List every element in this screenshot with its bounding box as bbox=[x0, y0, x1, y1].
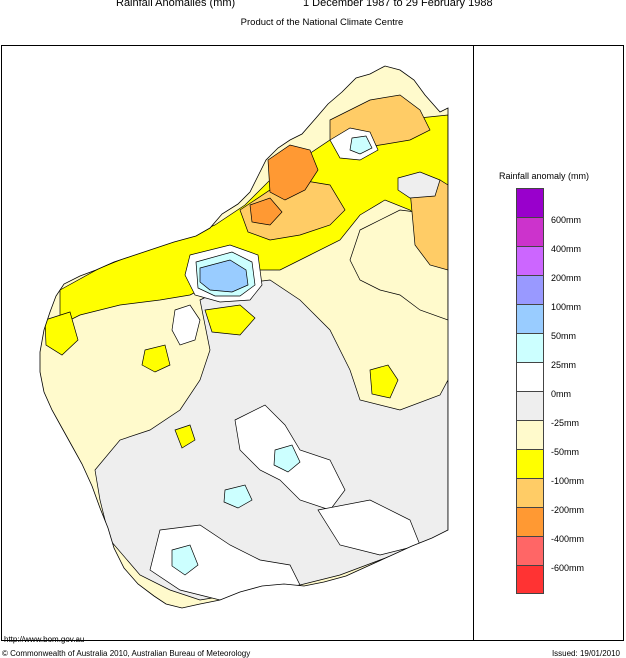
legend-swatch bbox=[516, 304, 544, 333]
footer-copyright: © Commonwealth of Australia 2010, Austra… bbox=[2, 649, 251, 658]
map-subtitle: Product of the National Climate Centre bbox=[240, 17, 404, 28]
legend-label: -400mm bbox=[551, 534, 585, 544]
legend-swatch bbox=[516, 478, 544, 507]
zone-lightblue-1 bbox=[273, 444, 301, 473]
zone-white-center bbox=[171, 304, 201, 346]
legend-swatch bbox=[516, 362, 544, 391]
zone-darkorange-1 bbox=[267, 144, 319, 201]
legend-swatch bbox=[516, 536, 544, 565]
legend-label: -100mm bbox=[551, 476, 585, 486]
zone-yellow-2 bbox=[369, 364, 399, 399]
zone-darkorange-2 bbox=[249, 197, 283, 226]
legend-label: -200mm bbox=[551, 505, 585, 515]
zone-white-ne bbox=[397, 171, 441, 199]
title-text: Rainfall Anomalies (mm) bbox=[116, 0, 236, 9]
legend-swatch bbox=[516, 507, 544, 536]
legend-label: -50mm bbox=[551, 447, 580, 457]
legend-swatch bbox=[516, 391, 544, 420]
legend-label: 25mm bbox=[551, 360, 577, 370]
map-title: Rainfall Anomalies (mm) 1 December 1987 … bbox=[0, 0, 626, 14]
period-text: 1 December 1987 to 29 February 1988 bbox=[303, 0, 493, 9]
legend-label: 400mm bbox=[551, 244, 582, 254]
legend-title: Rainfall anomaly (mm) bbox=[499, 171, 590, 181]
legend-swatch bbox=[516, 420, 544, 449]
legend-label: 100mm bbox=[551, 302, 582, 312]
legend-divider bbox=[473, 45, 474, 641]
legend-label: 0mm bbox=[551, 389, 571, 399]
legend-label: -25mm bbox=[551, 418, 580, 428]
footer-url-link[interactable]: http://www.bom.gov.au bbox=[4, 635, 85, 644]
legend-label: 600mm bbox=[551, 215, 582, 225]
legend-swatch bbox=[516, 217, 544, 246]
legend-label: 200mm bbox=[551, 273, 582, 283]
zone-lightblue-2 bbox=[223, 484, 253, 509]
zone-lightblue-kimberley bbox=[349, 135, 373, 155]
zone-yellow-5 bbox=[174, 424, 196, 449]
footer-issued-date: Issued: 19/01/2010 bbox=[551, 649, 620, 658]
legend-swatch bbox=[516, 188, 544, 217]
legend-swatch bbox=[516, 565, 544, 594]
zone-yellow-3 bbox=[204, 304, 256, 336]
zone-yellow-4 bbox=[141, 344, 171, 373]
legend-swatch bbox=[516, 275, 544, 304]
map-frame bbox=[1, 45, 624, 641]
legend-label: 50mm bbox=[551, 331, 577, 341]
legend-swatch bbox=[516, 449, 544, 478]
zone-white-south bbox=[149, 524, 301, 601]
legend-swatch bbox=[516, 333, 544, 362]
zone-lightblue-3 bbox=[171, 544, 199, 576]
legend-colorbar bbox=[516, 188, 544, 594]
zone-yellow-6 bbox=[44, 311, 79, 356]
zone-blue-pilbara bbox=[199, 259, 249, 293]
legend-label: -600mm bbox=[551, 563, 585, 573]
legend-swatch bbox=[516, 246, 544, 275]
rainfall-map bbox=[39, 65, 449, 609]
